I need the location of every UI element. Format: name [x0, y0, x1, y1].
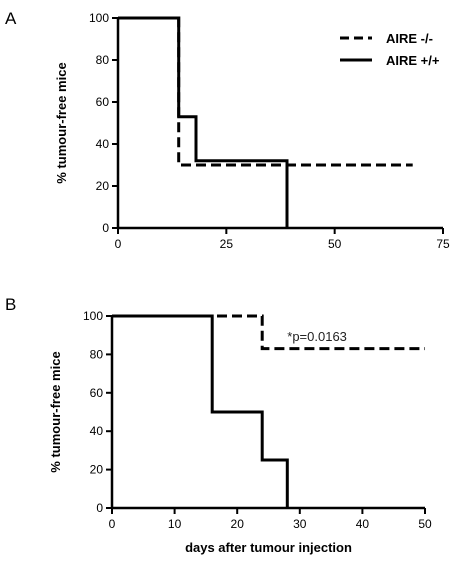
x-tick-label: 0 [109, 517, 116, 531]
y-tick-label: 60 [90, 386, 104, 400]
y-axis-label-a: % tumour-free mice [54, 62, 69, 183]
plot-area-a: 0 20 40 60 80 100 0 25 50 75 [89, 11, 450, 251]
y-tick-label: 20 [96, 179, 110, 193]
plot-area-b: 0 20 40 60 80 100 0 10 20 30 40 50 [83, 309, 432, 531]
panel-a: A % tumour-free mice 0 20 40 60 80 100 0 25 50 75… [5, 9, 450, 251]
series-line-aire-knockout [112, 314, 425, 351]
panel-label-b: B [5, 295, 16, 314]
legend-entry-aire-knockout: AIRE -/- [386, 31, 433, 46]
legend-entry-aire-wildtype: AIRE +/+ [386, 53, 440, 68]
y-tick-label: 20 [90, 463, 104, 477]
x-tick-label: 25 [220, 237, 234, 251]
series-line-aire-wildtype [112, 314, 289, 508]
y-tick-label: 0 [96, 501, 103, 515]
y-axis-label-b: % tumour-free mice [48, 351, 63, 472]
series-line-aire-wildtype [118, 16, 289, 228]
x-tick-label: 10 [168, 517, 182, 531]
panel-b: B % tumour-free mice 0 20 40 60 80 100 0 10 20 30… [5, 295, 432, 555]
x-tick-label: 30 [293, 517, 307, 531]
y-tick-label: 40 [96, 137, 110, 151]
p-value-annotation: *p=0.0163 [287, 329, 347, 344]
x-tick-label: 20 [231, 517, 245, 531]
x-tick-label: 50 [418, 517, 432, 531]
x-axis-label-b: days after tumour injection [185, 540, 352, 555]
legend-a: AIRE -/- AIRE +/+ [340, 31, 440, 68]
y-tick-label: 100 [83, 309, 103, 323]
y-tick-label: 60 [96, 95, 110, 109]
x-tick-label: 0 [115, 237, 122, 251]
x-tick-label: 50 [328, 237, 342, 251]
y-tick-label: 40 [90, 424, 104, 438]
y-tick-label: 100 [89, 11, 109, 25]
y-tick-label: 80 [90, 347, 104, 361]
y-tick-label: 0 [102, 221, 109, 235]
x-tick-label: 75 [436, 237, 450, 251]
panel-label-a: A [5, 9, 17, 28]
series-line-aire-knockout [118, 16, 413, 167]
x-tick-label: 40 [356, 517, 370, 531]
y-tick-label: 80 [96, 53, 110, 67]
